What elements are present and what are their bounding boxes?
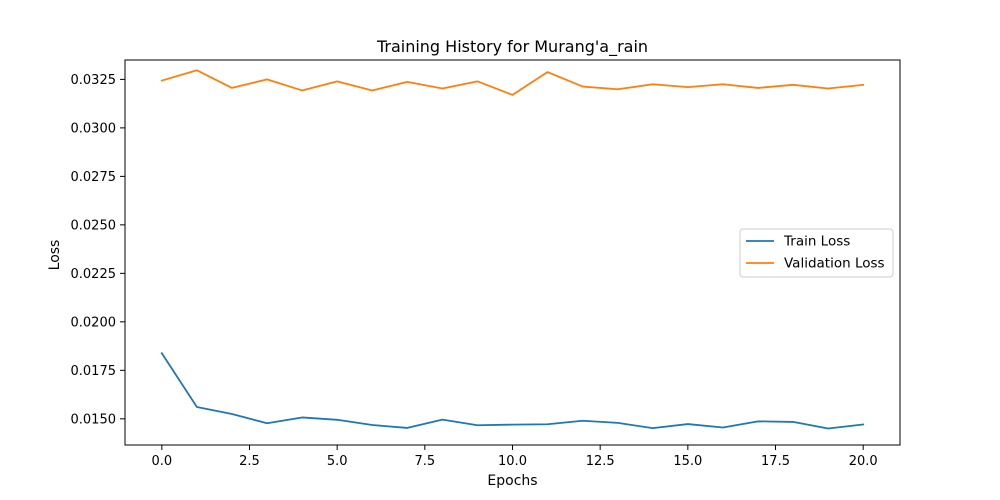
axes-frame <box>124 59 901 446</box>
legend-box <box>739 228 894 278</box>
x-tick-label: 12.5 <box>586 454 615 469</box>
x-tick-label: 20.0 <box>849 454 878 469</box>
y-tick-label: 0.0225 <box>71 267 117 282</box>
y-tick-label: 0.0175 <box>71 364 117 379</box>
x-tick-label: 0.0 <box>151 454 172 469</box>
x-axis-title: Epochs <box>487 473 537 489</box>
y-tick-label: 0.0200 <box>71 315 117 330</box>
x-tick-label: 15.0 <box>673 454 702 469</box>
x-tick-label: 5.0 <box>327 454 348 469</box>
y-tick-label: 0.0150 <box>71 412 117 427</box>
x-tick-label: 17.5 <box>761 454 790 469</box>
series-line-train-loss <box>160 352 865 430</box>
plot-area: 0.0 2.5 5.0 7.5 10.0 12.5 15.0 17.5 20.0 0.0150 0.… <box>71 59 901 469</box>
y-axis-title: Loss <box>47 240 63 271</box>
y-tick-label: 0.0275 <box>71 170 117 185</box>
series-line-validation-loss <box>160 69 865 96</box>
x-tick-label: 7.5 <box>414 454 435 469</box>
y-tick-label: 0.0300 <box>71 121 117 136</box>
y-tick-label: 0.0250 <box>71 218 117 233</box>
legend-label-validation-loss: Validation Loss <box>784 256 885 272</box>
x-tick-label: 2.5 <box>239 454 260 469</box>
x-tick-label: 10.0 <box>498 454 527 469</box>
legend-label-train-loss: Train Loss <box>783 234 850 250</box>
y-tick-label: 0.0325 <box>71 73 117 88</box>
chart-title: Training History for Murang'a_rain <box>376 37 648 57</box>
legend: Train Loss Validation Loss <box>739 228 894 278</box>
